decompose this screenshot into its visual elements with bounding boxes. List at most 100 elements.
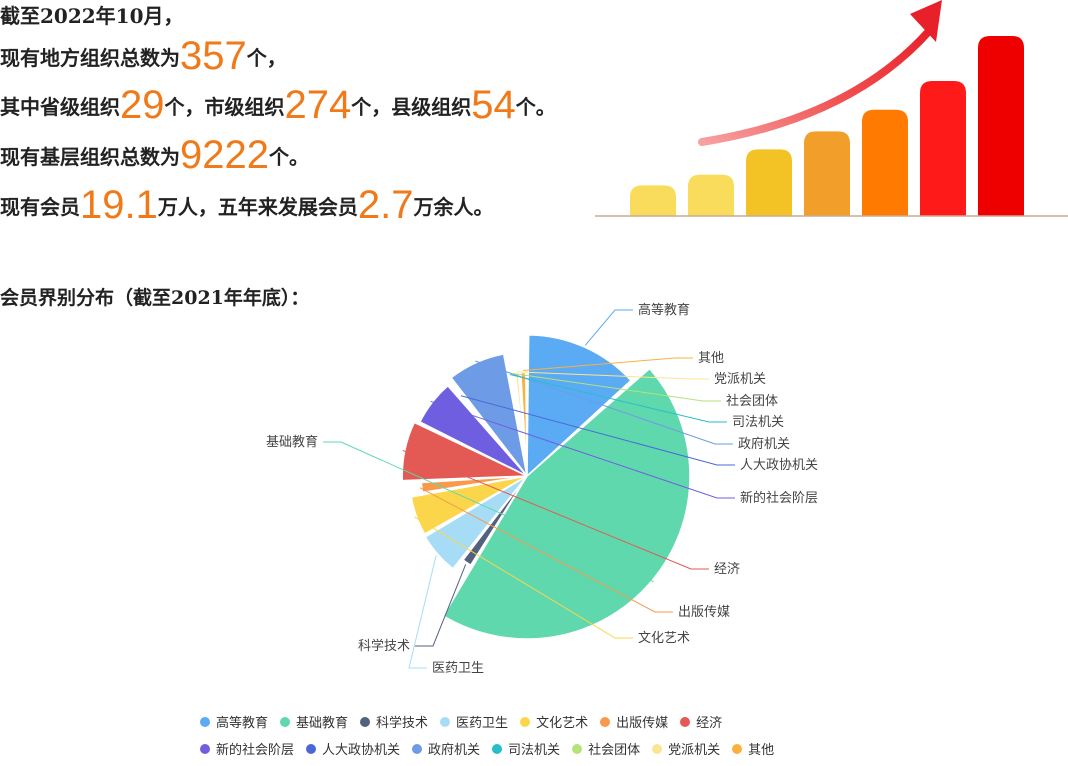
pie-slice-label: 其他 [698,351,724,366]
legend-label: 政府机关 [428,743,481,758]
pie-label-line [402,449,709,570]
pie-slice-label: 基础教育 [266,434,318,450]
legend-item[interactable]: 党派机关 [652,739,720,758]
pie-label-line [408,555,437,669]
pie-label-line [323,441,654,583]
intro-text: 现有基层组织总数为 [0,145,180,169]
pie-label-line [415,564,467,647]
intro-line-grassroots: 现有基层组织总数为9222个。 [0,135,309,175]
intro-text: 现有地方组织总数为 [0,46,180,70]
intro-line-date: 截至2022年10月， [0,0,184,29]
growth-bar [804,131,850,216]
legend-item[interactable]: 新的社会阶层 [200,739,294,758]
new-member-number: 2.7 [357,183,414,227]
legend-item[interactable]: 其他 [732,739,774,758]
legend-item[interactable]: 社会团体 [572,739,640,758]
intro-text: 现有会员 [0,195,80,219]
legend-item[interactable]: 经济 [680,712,722,731]
legend-item[interactable]: 文化艺术 [520,712,588,731]
pie-label-line [516,371,709,380]
intro-text: 其中省级组织 [0,95,120,119]
legend-dot-icon [200,743,210,754]
legend-dot-icon [280,716,291,727]
legend-label: 司法机关 [508,743,561,758]
growth-bar [746,149,792,216]
pie-slice [526,334,632,477]
pie-slice-label: 人大政协机关 [740,458,818,473]
pie-slice-label: 医药卫生 [432,661,484,676]
pie-slice [410,475,528,535]
intro-text: 个，市级组织 [164,95,285,119]
intro-date-text: 截至2022年10月， [0,4,184,28]
legend-item[interactable]: 高等教育 [200,712,268,731]
pie-label-line [512,372,721,402]
pie-slice [420,475,528,494]
legend-label: 党派机关 [668,743,721,758]
legend-item[interactable]: 基础教育 [280,712,348,731]
legend-label: 基础教育 [296,716,349,731]
legend-item[interactable]: 政府机关 [412,739,480,758]
pie-slice-label: 社会团体 [726,393,778,409]
pie-label-line [475,360,733,445]
intro-line-members: 现有会员19.1万人，五年来发展会员2.7万余人。 [0,185,493,225]
growth-arrow-shaft [698,26,934,146]
pie-label-line [523,357,693,372]
legend-dot-icon [492,743,503,754]
intro-text: 个。 [515,95,556,119]
pie-slice [450,353,528,477]
legend-label: 医药卫生 [456,716,509,731]
pie-slice-label: 新的社会阶层 [740,490,818,506]
pie-slice-label: 司法机关 [732,415,784,430]
pie-slice-label: 党派机关 [714,372,766,387]
legend-label: 人大政协机关 [322,743,401,758]
growth-bar [862,109,908,216]
legend-dot-icon [680,716,691,727]
grassroots-org-number: 9222 [180,133,269,177]
legend-dot-icon [440,716,451,727]
growth-bar [630,185,676,216]
legend-dot-icon [200,716,210,727]
legend-dot-icon [572,743,583,754]
pie-slice-label: 政府机关 [738,437,790,452]
legend-label: 科学技术 [376,716,429,731]
pie-slice [462,475,528,566]
intro-text: 万余人。 [413,195,494,219]
legend-label: 出版传媒 [616,716,669,731]
pie-label-line [460,395,735,466]
city-org-number: 274 [284,83,352,127]
legend-item[interactable]: 司法机关 [492,739,560,758]
growth-arrow-head-icon [910,0,942,42]
legend-item[interactable]: 医药卫生 [440,712,508,731]
pie-legend: 高等教育 基础教育 科学技术 医药卫生 文化艺术 出版传媒 经济新的社会阶层 人大政协机关 政府… [200,712,880,766]
legend-item[interactable]: 科学技术 [360,712,428,731]
pie-label-line [414,516,633,639]
legend-label: 其他 [748,743,775,758]
intro-text: 个， [246,46,287,70]
legend-label: 经济 [696,716,723,731]
member-total-number: 19.1 [80,183,158,227]
growth-bar [688,174,734,216]
legend-item[interactable]: 人大政协机关 [306,739,400,758]
legend-dot-icon [520,716,531,727]
growth-bars [630,36,1024,216]
pie-slices [401,334,691,640]
provincial-org-number: 29 [120,83,165,127]
growth-bar [920,81,966,216]
local-org-total-number: 357 [180,34,247,78]
intro-text: 个。 [268,145,309,169]
growth-bar-graphic [595,0,1068,217]
county-org-number: 54 [471,83,516,127]
pie-slice [424,475,528,570]
legend-row: 新的社会阶层 人大政协机关 政府机关 司法机关 社会团体 党派机关 其他 [200,739,880,758]
intro-line-local-orgs: 现有地方组织总数为357个， [0,36,287,76]
pie-chart-title: 会员界别分布（截至2021年年底）： [0,287,310,309]
intro-text: 万人，五年来发展会员 [157,195,358,219]
pie-slice [419,385,528,477]
legend-item[interactable]: 出版传媒 [600,712,668,731]
pie-label-line [419,487,673,613]
legend-dot-icon [412,743,423,754]
pie-slice-label: 高等教育 [638,302,690,318]
pie-label-line [430,400,735,499]
